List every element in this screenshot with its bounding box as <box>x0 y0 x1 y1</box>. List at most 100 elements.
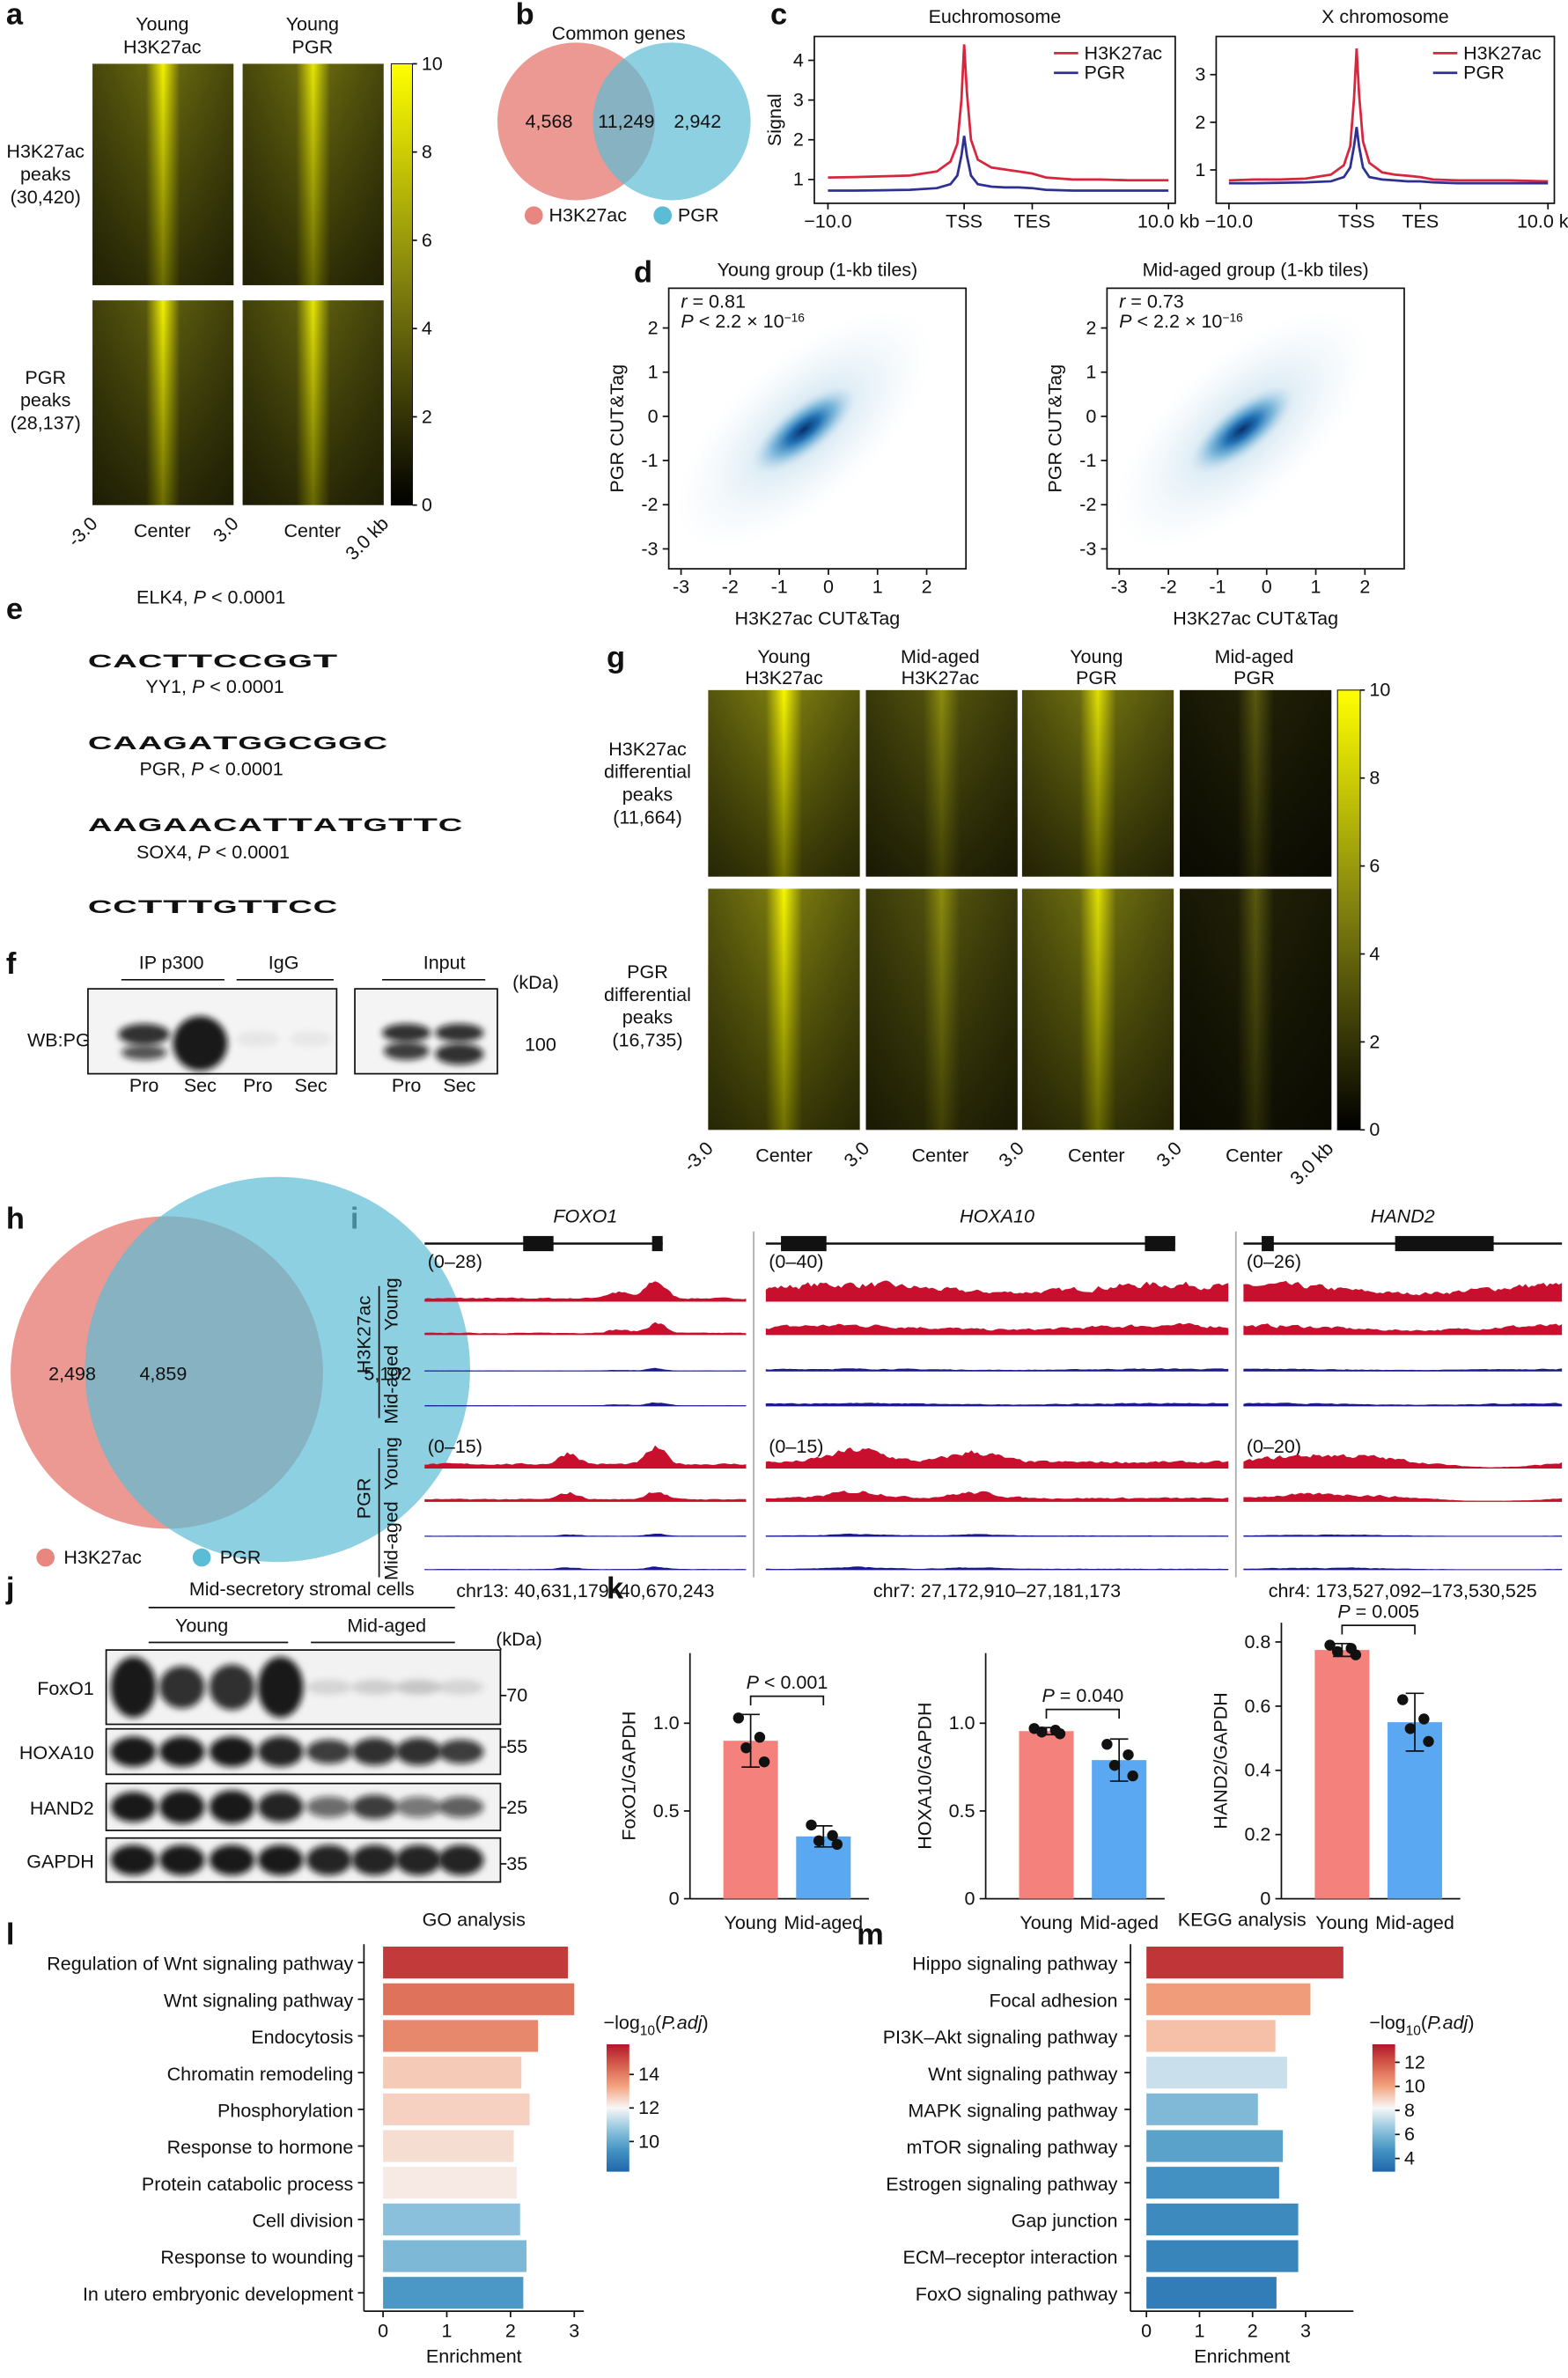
panel-label: c <box>770 0 787 32</box>
y-tick-label: 1 <box>1195 159 1205 180</box>
category-label: Cell division <box>253 2211 354 2232</box>
x-tick-label: 10.0 kb <box>1137 210 1200 232</box>
row-label: peaks <box>622 784 673 806</box>
mark-label: H3K27ac <box>353 1295 374 1373</box>
motif-title: PGR, P < 0.0001 <box>139 758 283 779</box>
category-label: In utero embryonic development <box>83 2284 353 2305</box>
colorbar <box>390 63 414 506</box>
legend-swatch <box>653 206 673 225</box>
logo-letter: G <box>364 814 388 836</box>
group-label: Young <box>380 1277 401 1330</box>
signal-track <box>424 1534 747 1536</box>
y-tick-label: 1 <box>793 169 804 190</box>
bar <box>1146 2167 1279 2199</box>
text-part: < 0.0001 <box>204 676 283 697</box>
marker-label: 70 <box>506 1685 527 1706</box>
significance-bracket <box>749 1695 825 1705</box>
marker-label: 35 <box>506 1853 527 1874</box>
text-part: P <box>681 311 694 332</box>
colorbar-tick-label: 14 <box>638 2064 659 2085</box>
logo-letter: G <box>238 733 262 754</box>
blot-band <box>438 1796 484 1818</box>
colorbar-tick-label: 0 <box>422 495 432 516</box>
exon <box>523 1235 554 1252</box>
data-point <box>813 1835 825 1847</box>
logo-letter: A <box>113 651 137 672</box>
logo-letter: C <box>364 733 388 754</box>
signal-track <box>765 1533 1229 1536</box>
exon <box>1145 1235 1175 1252</box>
blot-band <box>382 1023 431 1042</box>
text-part: PGR, <box>139 758 191 779</box>
track-range: (0–20) <box>1247 1436 1301 1457</box>
x-label: 3.0 kb <box>342 513 393 564</box>
legend-swatch <box>192 1548 211 1567</box>
logo-letter: T <box>188 651 213 672</box>
venn-count: 4,859 <box>139 1364 187 1385</box>
x-label: Center <box>1226 1145 1283 1166</box>
venn-count: 2,942 <box>674 111 721 132</box>
mark-label: PGR <box>353 1478 374 1520</box>
track-range: (0–15) <box>769 1436 823 1457</box>
x-tick-label: 1 <box>872 577 883 598</box>
data-point <box>758 1756 770 1768</box>
legend-swatch <box>36 1548 55 1567</box>
track-range: (0–40) <box>769 1251 823 1272</box>
gene-name: FOXO1 <box>553 1205 617 1226</box>
x-tick-label: -2 <box>722 577 739 598</box>
annotation: P = 0.040 <box>1042 1685 1123 1706</box>
logo-letter: T <box>138 896 163 917</box>
signal-track <box>765 1368 1229 1372</box>
legend-label: H3K27ac <box>1085 42 1163 63</box>
x-tick-label: -1 <box>771 577 788 598</box>
logo-letter: A <box>238 814 262 836</box>
x-label: Center <box>1068 1145 1125 1166</box>
x-label: Center <box>284 520 342 541</box>
blot-band <box>257 1792 304 1822</box>
x-tick-label: TES <box>1402 210 1439 232</box>
signal-track <box>1243 1492 1563 1502</box>
text-part: P.adj <box>1427 2013 1469 2034</box>
y-tick-label: -3 <box>641 538 658 559</box>
blot-band <box>158 1666 205 1709</box>
text-part: = 0.040 <box>1055 1685 1123 1706</box>
logo-letter: T <box>163 896 188 917</box>
logo-letter: G <box>263 651 288 672</box>
text-part: 10 <box>1406 2024 1422 2039</box>
logo-letter: T <box>263 814 288 836</box>
row-label: H3K27ac <box>608 739 687 760</box>
y-tick-label: 0 <box>1086 406 1096 427</box>
text-part: r <box>681 291 688 313</box>
venn-circle <box>593 42 751 201</box>
row-label: (30,420) <box>11 187 81 208</box>
logo-letter: T <box>413 814 438 836</box>
row-label: (28,137) <box>11 413 81 434</box>
legend-label: PGR <box>220 1547 261 1568</box>
bar <box>1146 2240 1299 2272</box>
signal-track <box>765 1566 1229 1570</box>
significance-bracket <box>1341 1624 1416 1635</box>
colorbar-tick-label: 10 <box>638 2131 659 2152</box>
row-label: PGR <box>627 961 668 983</box>
panel-label: e <box>6 593 23 626</box>
x-tick-label: -3 <box>673 577 689 598</box>
x-label: 3.0 <box>210 513 243 547</box>
colorbar-tick-label: 12 <box>1404 2051 1425 2072</box>
chart-title: GO analysis <box>423 1910 526 1931</box>
blot-band <box>306 1679 352 1695</box>
colorbar-tick-label: 4 <box>1404 2148 1415 2169</box>
colorbar <box>1372 2043 1395 2172</box>
x-label: -3.0 <box>680 1137 718 1175</box>
x-tick-label: Mid-aged <box>1079 1912 1159 1933</box>
density-core <box>1189 386 1295 474</box>
heatmap-fade <box>1021 888 1174 1130</box>
y-tick-label: 2 <box>648 317 659 338</box>
legend-label: PGR <box>1463 63 1505 84</box>
logo-letter: C <box>138 651 163 672</box>
text-part: P <box>197 842 210 863</box>
colorbar-tick-label: 8 <box>1369 768 1380 789</box>
error-bar <box>1109 1738 1129 1782</box>
venn-count: 11,249 <box>598 111 654 132</box>
blot-band <box>395 1844 442 1875</box>
bar <box>1092 1760 1147 1899</box>
